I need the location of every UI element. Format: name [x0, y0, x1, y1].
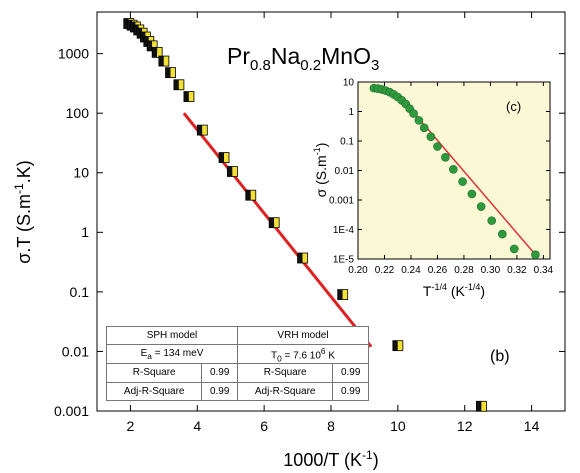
x-tick-label: 4: [193, 418, 201, 434]
data-point: [414, 116, 424, 125]
data-point: [245, 189, 257, 201]
x-tick-label: 10: [390, 418, 406, 434]
y-tick-label: 1: [81, 224, 89, 240]
r-square-value-vrh: 0.99: [332, 363, 369, 383]
vrh-model-header: VRH model: [236, 325, 370, 346]
data-point: [458, 177, 467, 186]
panel-label-c: (c): [506, 99, 521, 114]
x-tick-label: 8: [327, 418, 335, 434]
x-tick-label: 0.24: [401, 265, 421, 276]
y-tick-label: 1000: [58, 46, 89, 62]
y-axis-label: σ.T (S.m-1.K): [12, 160, 34, 263]
t0-cell: T0 = 7.6 106 K: [236, 344, 370, 365]
data-point: [392, 340, 404, 352]
data-point: [218, 152, 230, 163]
data-point: [487, 216, 497, 225]
inset-ticks: 0.20 0.22 0.24 0.26 0.28 0.30 0.32 0.34 1E-5 1E-4…: [329, 78, 554, 277]
y-tick-label: 0.001: [329, 196, 354, 207]
x-tick-label: 6: [260, 418, 268, 434]
x-tick-label: 0.28: [454, 265, 474, 276]
data-point: [419, 123, 429, 133]
data-point: [183, 91, 195, 102]
data-point: [297, 252, 308, 264]
x-tick-label: 14: [524, 418, 540, 434]
chart-title: Pr0.8Na0.2MnO3: [227, 43, 379, 74]
table-row: Adj-R-Square 0.99 Adj-R-Square 0.99: [105, 381, 369, 402]
y-tick-label: 100: [66, 105, 90, 121]
x-tick-label: 12: [457, 418, 473, 434]
activation-energy-cell: Ea = 134 meV: [106, 344, 238, 365]
fit-line: [182, 112, 373, 348]
data-point: [509, 244, 519, 254]
x-tick-label: 0.20: [348, 265, 368, 276]
data-point: [498, 229, 507, 239]
r-square-value-sph: 0.99: [201, 363, 238, 383]
data-point: [476, 202, 486, 211]
data-point: [337, 289, 349, 301]
y-tick-label: 1: [348, 107, 354, 118]
data-point: [441, 153, 450, 162]
data-point: [426, 132, 436, 141]
y-tick-label: 0.01: [335, 166, 355, 177]
x-tick-label: 0.30: [481, 265, 501, 276]
data-point: [433, 142, 442, 151]
r-square-label-sph: R-Square: [105, 363, 203, 383]
data-point: [158, 55, 170, 67]
x-tick-label: 0.32: [507, 265, 527, 276]
data-point: [531, 250, 540, 259]
inset-x-axis-label: T-1/4 (K-1/4): [423, 282, 485, 299]
table-row: SPH model VRH model: [106, 325, 370, 346]
sph-model-header: SPH model: [106, 325, 238, 346]
x-axis-label: 1000/T (K-1): [283, 448, 378, 470]
main-ticks: 2 4 6 8 10 12 14 0.001 0.01 0.1 1 10 100 1000: [54, 12, 565, 434]
data-point: [196, 124, 208, 136]
data-point: [173, 79, 185, 91]
data-point: [476, 400, 487, 412]
y-tick-label: 0.1: [70, 284, 90, 300]
data-point: [151, 46, 163, 58]
x-tick-label: 0.26: [428, 265, 448, 276]
y-tick-label: 1E-5: [333, 255, 355, 266]
y-tick-label: 0.01: [62, 343, 89, 359]
data-point: [409, 109, 418, 118]
inset-y-axis-label: σ (S.m-1): [312, 143, 329, 198]
data-point: [226, 166, 238, 177]
y-tick-label: 0.1: [340, 137, 354, 148]
adj-r-square-label-vrh: Adj-R-Square: [236, 381, 334, 402]
x-tick-label: 0.34: [534, 265, 554, 276]
fit-parameters-table: SPH model VRH model Ea = 134 meV T0 = 7.…: [105, 325, 370, 402]
inset-points: [369, 83, 540, 259]
r-square-label-vrh: R-Square: [236, 363, 334, 383]
data-point: [449, 164, 458, 174]
data-point: [165, 67, 176, 79]
y-tick-label: 0.001: [54, 403, 89, 419]
table-row: R-Square 0.99 R-Square 0.99: [105, 363, 369, 383]
panel-label-b: (b): [490, 348, 510, 365]
table-row: Ea = 134 meV T0 = 7.6 106 K: [106, 344, 370, 365]
main-points: [123, 18, 487, 412]
y-tick-label: 1E-4: [333, 225, 355, 236]
x-tick-label: 2: [127, 418, 135, 434]
data-point: [467, 189, 477, 199]
adj-r-square-value-sph: 0.99: [201, 381, 238, 402]
data-point: [268, 217, 280, 229]
y-tick-label: 10: [343, 78, 355, 89]
adj-r-square-value-vrh: 0.99: [332, 381, 369, 402]
y-tick-label: 10: [73, 165, 89, 181]
adj-r-square-label-sph: Adj-R-Square: [105, 381, 203, 402]
main-fit: [182, 112, 373, 348]
x-tick-label: 0.22: [375, 265, 395, 276]
